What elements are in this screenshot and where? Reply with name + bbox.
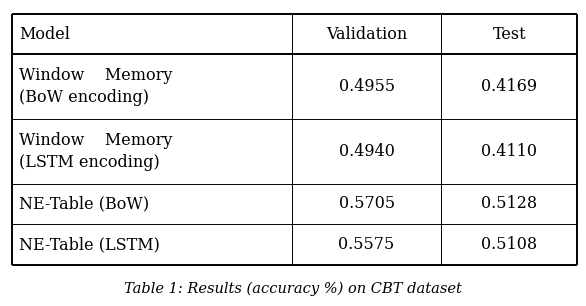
Text: 0.5128: 0.5128 — [481, 196, 537, 212]
Text: Window    Memory
(LSTM encoding): Window Memory (LSTM encoding) — [19, 132, 172, 171]
Text: Table 1: Results (accuracy %) on CBT dataset: Table 1: Results (accuracy %) on CBT dat… — [124, 282, 462, 297]
Text: NE-Table (BoW): NE-Table (BoW) — [19, 196, 149, 212]
Text: 0.4955: 0.4955 — [339, 78, 394, 95]
Text: Test: Test — [493, 25, 526, 43]
Text: Validation: Validation — [326, 25, 407, 43]
Text: Window    Memory
(BoW encoding): Window Memory (BoW encoding) — [19, 67, 172, 106]
Text: 0.4169: 0.4169 — [481, 78, 537, 95]
Text: 0.5108: 0.5108 — [481, 236, 537, 253]
Text: NE-Table (LSTM): NE-Table (LSTM) — [19, 236, 159, 253]
Text: 0.5575: 0.5575 — [339, 236, 395, 253]
Text: 0.4110: 0.4110 — [481, 143, 537, 160]
Text: Model: Model — [19, 25, 70, 43]
Text: 0.5705: 0.5705 — [339, 196, 394, 212]
Text: 0.4940: 0.4940 — [339, 143, 394, 160]
